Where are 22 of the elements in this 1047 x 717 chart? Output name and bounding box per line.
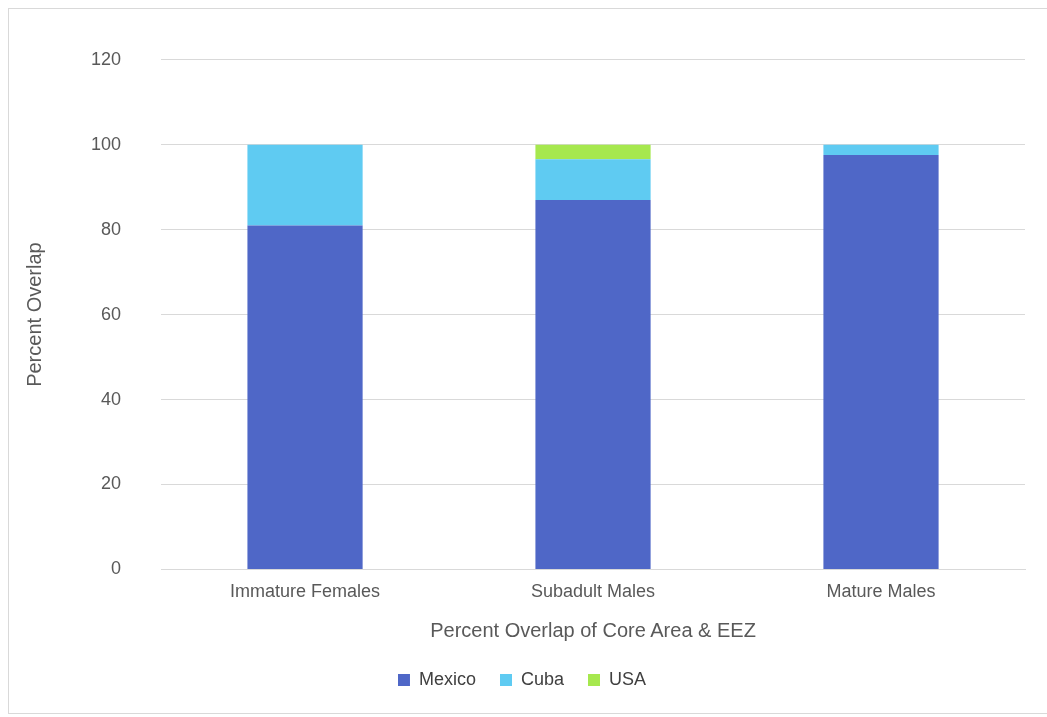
- y-tick-label: 80: [101, 218, 122, 239]
- bar: [535, 159, 651, 200]
- y-tick-label: 60: [101, 303, 122, 324]
- x-tick-label: Mature Males: [826, 581, 936, 602]
- legend-label: USA: [609, 668, 647, 689]
- bar: [535, 144, 651, 160]
- x-tick-label: Subadult Males: [530, 581, 656, 602]
- y-tick-label: 20: [101, 473, 122, 494]
- y-axis-title: Percent Overlap: [22, 242, 45, 387]
- x-tick-label: Immature Females: [230, 581, 381, 602]
- bar: [535, 199, 651, 569]
- legend-label: Cuba: [520, 668, 566, 689]
- y-tick-label: 120: [90, 48, 122, 69]
- bar: [823, 154, 939, 569]
- bar: [823, 144, 939, 155]
- bar: [247, 225, 363, 569]
- bar: [247, 144, 363, 226]
- y-tick-label: 0: [111, 558, 122, 579]
- x-axis-title: Percent Overlap of Core Area & EEZ: [430, 618, 756, 641]
- legend-label: Mexico: [418, 668, 476, 689]
- y-tick-label: 100: [90, 133, 122, 154]
- y-tick-label: 40: [101, 388, 122, 409]
